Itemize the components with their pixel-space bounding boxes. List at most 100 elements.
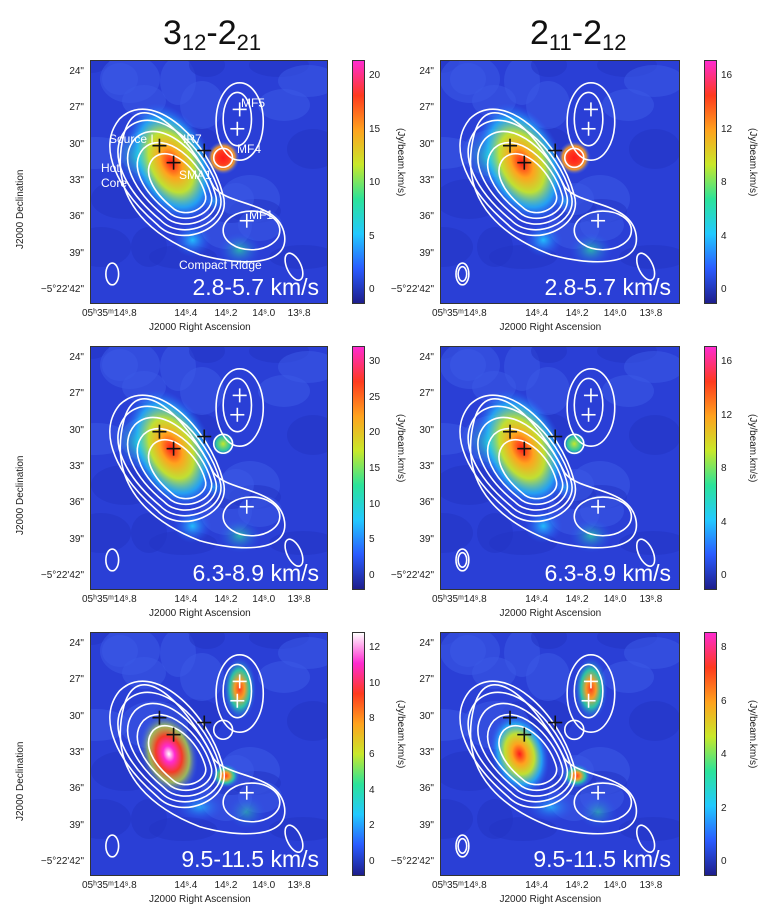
colorbar-tick-label: 6 bbox=[721, 695, 727, 707]
sma1-cross bbox=[517, 155, 532, 170]
dec-tick-label: 33" bbox=[69, 747, 84, 758]
ra-tick-label: 05ʰ35ᵐ14ˢ.8 bbox=[82, 308, 137, 319]
dec-tick-label: 27" bbox=[419, 674, 434, 686]
emission-map-p2: 2.8-5.7 km/s bbox=[440, 60, 680, 304]
colorbar-tick-label: 20 bbox=[369, 427, 381, 439]
ir7-contour bbox=[212, 433, 234, 455]
dec-tick-label: −5°22'42" bbox=[390, 856, 434, 867]
emission-map-p1: 2.8-5.7 km/s Source I IR7 Hot Core SMA1 MF5 MF… bbox=[90, 60, 328, 304]
noise-blob bbox=[629, 129, 679, 169]
noise-blob bbox=[629, 415, 679, 455]
ir7-contour bbox=[212, 147, 234, 169]
mf1-cross bbox=[239, 499, 254, 514]
noise-blob bbox=[624, 351, 679, 383]
colorbar-tick-label: 0 bbox=[369, 570, 375, 581]
dec-tick-label: 30" bbox=[69, 424, 84, 436]
colorbar-tick-label: 0 bbox=[369, 284, 375, 295]
colorbar-tick-label: 8 bbox=[721, 642, 727, 653]
ra-tick-label: 14ˢ.0 bbox=[603, 308, 627, 319]
ra-axis-title: J2000 Right Ascension bbox=[499, 894, 602, 905]
beam-ellipse bbox=[455, 262, 470, 286]
label-source-i: Source I bbox=[109, 132, 154, 146]
mf-outer-contour bbox=[215, 367, 265, 448]
colorbar bbox=[352, 60, 365, 304]
dec-tick-label: 30" bbox=[419, 424, 434, 436]
dec-axis-title: J2000 Declination bbox=[15, 169, 26, 249]
dec-tick-label: 36" bbox=[419, 211, 434, 223]
dec-tick-label: 27" bbox=[419, 388, 434, 400]
colorbar bbox=[704, 346, 717, 590]
velocity-range-label: 9.5-11.5 km/s bbox=[533, 846, 671, 872]
hot-core-contour bbox=[498, 152, 558, 214]
noise-blob bbox=[160, 61, 196, 105]
noise-blob bbox=[602, 89, 654, 121]
mf-outer-contour bbox=[215, 653, 265, 734]
label-compact-ridge: Compact Ridge bbox=[179, 258, 262, 272]
hot-core-contour bbox=[109, 394, 226, 523]
mf-inner-contour bbox=[573, 377, 604, 433]
colorbar-tick-label: 4 bbox=[721, 230, 727, 242]
noise-blob bbox=[287, 415, 327, 455]
dec-tick-label: −5°22'42" bbox=[40, 570, 84, 581]
ra-axis-title: J2000 Right Ascension bbox=[149, 894, 251, 905]
mf1-cross bbox=[239, 785, 254, 800]
dec-tick-label: 39" bbox=[419, 819, 434, 831]
dec-tick-label: 24" bbox=[419, 352, 434, 363]
beam-ellipse bbox=[455, 834, 470, 858]
noise-blob bbox=[504, 633, 540, 677]
mf-inner-contour bbox=[573, 91, 604, 147]
hot-core-contour bbox=[136, 713, 213, 792]
velocity-range-label: 2.8-5.7 km/s bbox=[192, 274, 319, 300]
noise-blob bbox=[278, 65, 327, 97]
colorbar-tick-label: 16 bbox=[721, 356, 733, 367]
mf1-cross bbox=[591, 785, 606, 800]
map-canvas bbox=[91, 347, 327, 589]
beam-ellipse bbox=[105, 262, 120, 286]
column-title-right: 211-212 bbox=[530, 14, 627, 55]
ra-tick-label: 13ˢ.8 bbox=[639, 308, 663, 319]
small-contour bbox=[635, 824, 656, 854]
noise-blob bbox=[149, 817, 217, 841]
mf4-cross bbox=[230, 407, 245, 422]
colorbar-tick-label: 12 bbox=[721, 123, 733, 135]
ra-tick-label: 14ˢ.4 bbox=[174, 308, 198, 319]
source-i-cross bbox=[503, 138, 518, 153]
compact-ridge-contour bbox=[573, 210, 633, 251]
envelope-contour bbox=[119, 112, 286, 263]
compact-ridge-contour bbox=[222, 210, 281, 251]
colorbar-tick-label: 4 bbox=[721, 516, 727, 528]
ra-tick-label: 14ˢ.4 bbox=[525, 880, 549, 891]
emission-blob bbox=[562, 763, 591, 788]
hot-core-contour bbox=[126, 702, 218, 797]
colorbar-tick-label: 20 bbox=[369, 70, 381, 81]
colorbar-tick-label: 12 bbox=[369, 642, 381, 653]
colorbar-tick-label: 15 bbox=[369, 123, 381, 135]
sma1-cross bbox=[166, 155, 181, 170]
hot-core-contour bbox=[498, 438, 558, 500]
dec-tick-label: 27" bbox=[69, 388, 84, 400]
map-canvas bbox=[441, 61, 679, 303]
mf5-cross bbox=[232, 674, 247, 689]
mf4-cross bbox=[581, 407, 596, 422]
dec-tick-label: 36" bbox=[69, 211, 84, 223]
small-contour bbox=[284, 252, 304, 281]
noise-blob bbox=[91, 513, 131, 553]
velocity-range-label: 6.3-8.9 km/s bbox=[192, 560, 319, 586]
noise-blob bbox=[602, 375, 654, 407]
noise-blob bbox=[160, 347, 196, 391]
colorbar bbox=[704, 632, 717, 876]
hot-core-contour bbox=[147, 152, 207, 214]
hot-core-contour bbox=[126, 130, 218, 225]
map-canvas bbox=[91, 633, 327, 875]
noise-blob bbox=[189, 61, 225, 77]
hot-core-contour bbox=[459, 680, 577, 809]
noise-blob bbox=[441, 633, 500, 675]
dec-tick-label: 30" bbox=[419, 710, 434, 722]
hot-core-contour bbox=[486, 427, 564, 506]
emission-blob bbox=[227, 795, 266, 830]
contour-group bbox=[455, 653, 656, 858]
colorbar-tick-label: 10 bbox=[369, 177, 381, 188]
mf5-cross bbox=[232, 102, 247, 117]
label-ir7: IR7 bbox=[183, 132, 202, 146]
noise-blob bbox=[189, 347, 225, 363]
